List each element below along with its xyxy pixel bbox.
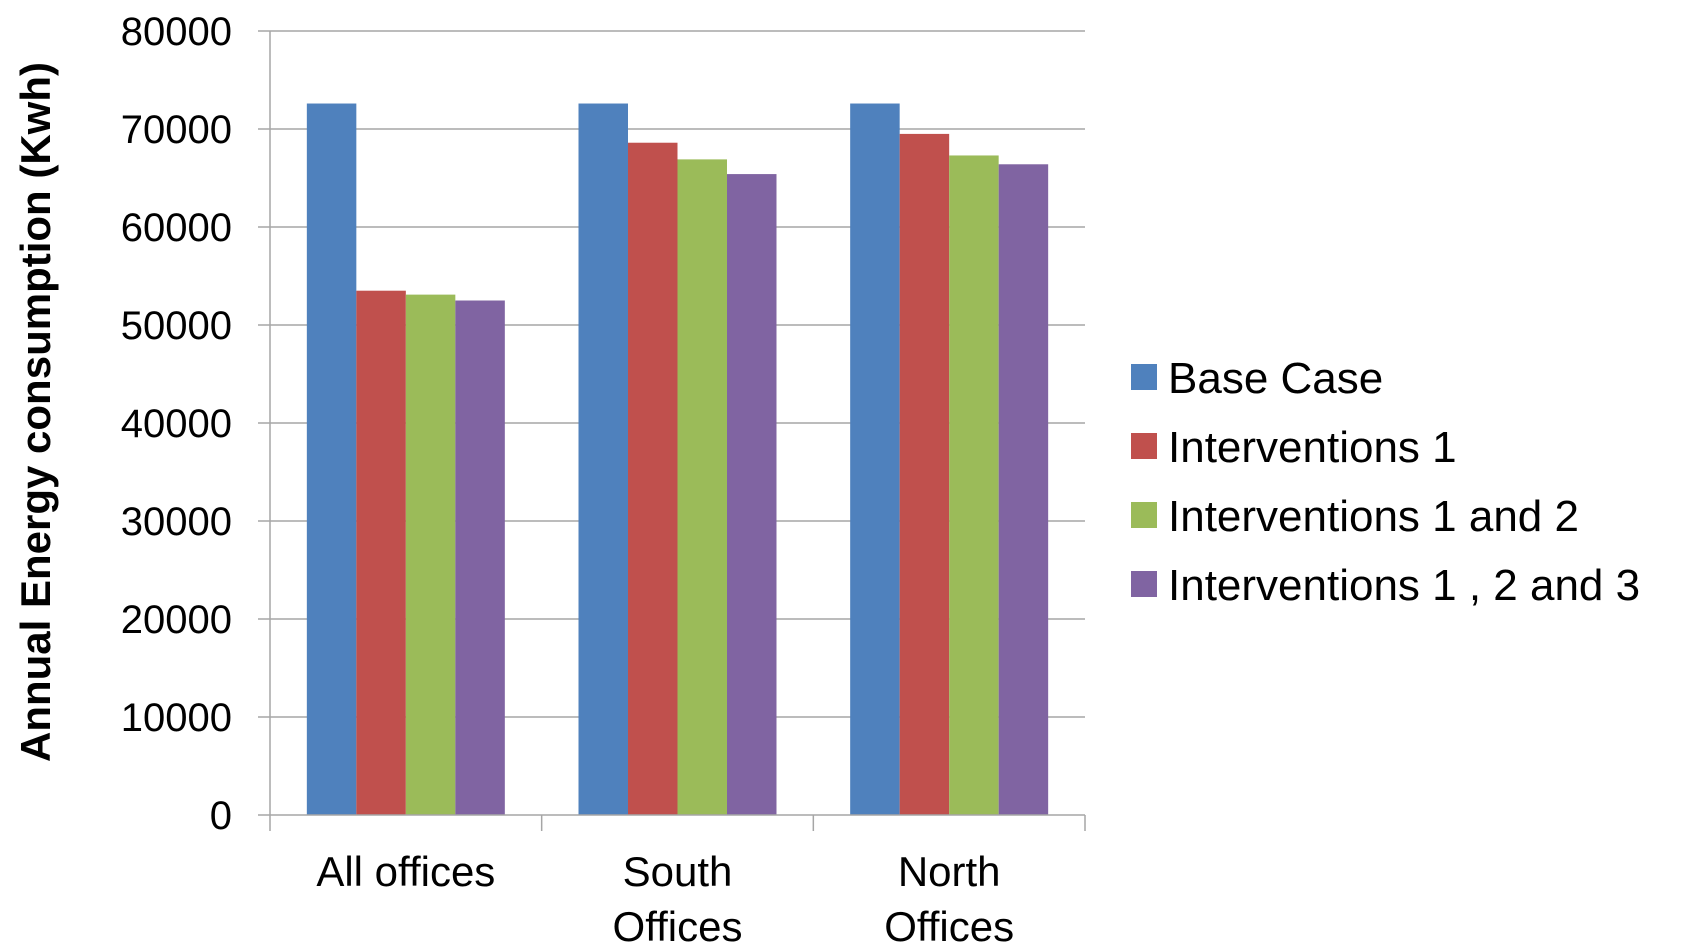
x-category-label: North	[898, 848, 1001, 895]
y-tick-label: 70000	[121, 108, 232, 152]
legend-label: Interventions 1 and 2	[1168, 492, 1579, 541]
legend-swatch	[1131, 433, 1157, 459]
legend: Base Case Interventions 1 Interventions 1 …	[1131, 354, 1640, 610]
bar	[727, 174, 777, 815]
y-tick-label: 60000	[121, 206, 232, 250]
y-tick-label: 0	[210, 794, 232, 838]
bar	[998, 164, 1049, 815]
y-tick-labels: 0 10000 20000 30000 40000 50000 60000 70000 8000…	[121, 10, 232, 838]
bar	[306, 103, 357, 815]
bar	[850, 103, 900, 815]
bar	[628, 142, 678, 816]
bar	[677, 159, 727, 815]
legend-label: Interventions 1 , 2 and 3	[1168, 561, 1640, 610]
legend-label: Interventions 1	[1168, 423, 1457, 472]
legend-swatch	[1131, 364, 1157, 390]
x-category-labels: All offices South Offices North Offices	[316, 848, 1014, 950]
bars	[306, 103, 1049, 816]
legend-label: Base Case	[1168, 354, 1383, 403]
legend-swatch	[1131, 571, 1157, 597]
y-tick-label: 30000	[121, 500, 232, 544]
axes	[258, 30, 1086, 831]
bar	[356, 290, 406, 815]
bar	[578, 103, 628, 815]
x-category-label: Offices	[613, 903, 743, 950]
legend-swatch	[1131, 502, 1157, 528]
bar	[455, 300, 505, 815]
y-tick-label: 40000	[121, 402, 232, 446]
bar	[405, 294, 456, 815]
x-category-label: Offices	[884, 903, 1014, 950]
y-tick-label: 10000	[121, 696, 232, 740]
x-category-label: South	[623, 848, 733, 895]
x-category-label: All offices	[316, 848, 495, 895]
bar	[899, 133, 950, 815]
y-axis-title: Annual Energy consumption (Kwh)	[12, 62, 59, 762]
y-tick-label: 20000	[121, 598, 232, 642]
bar	[949, 155, 999, 815]
y-tick-label: 50000	[121, 304, 232, 348]
y-tick-label: 80000	[121, 10, 232, 54]
